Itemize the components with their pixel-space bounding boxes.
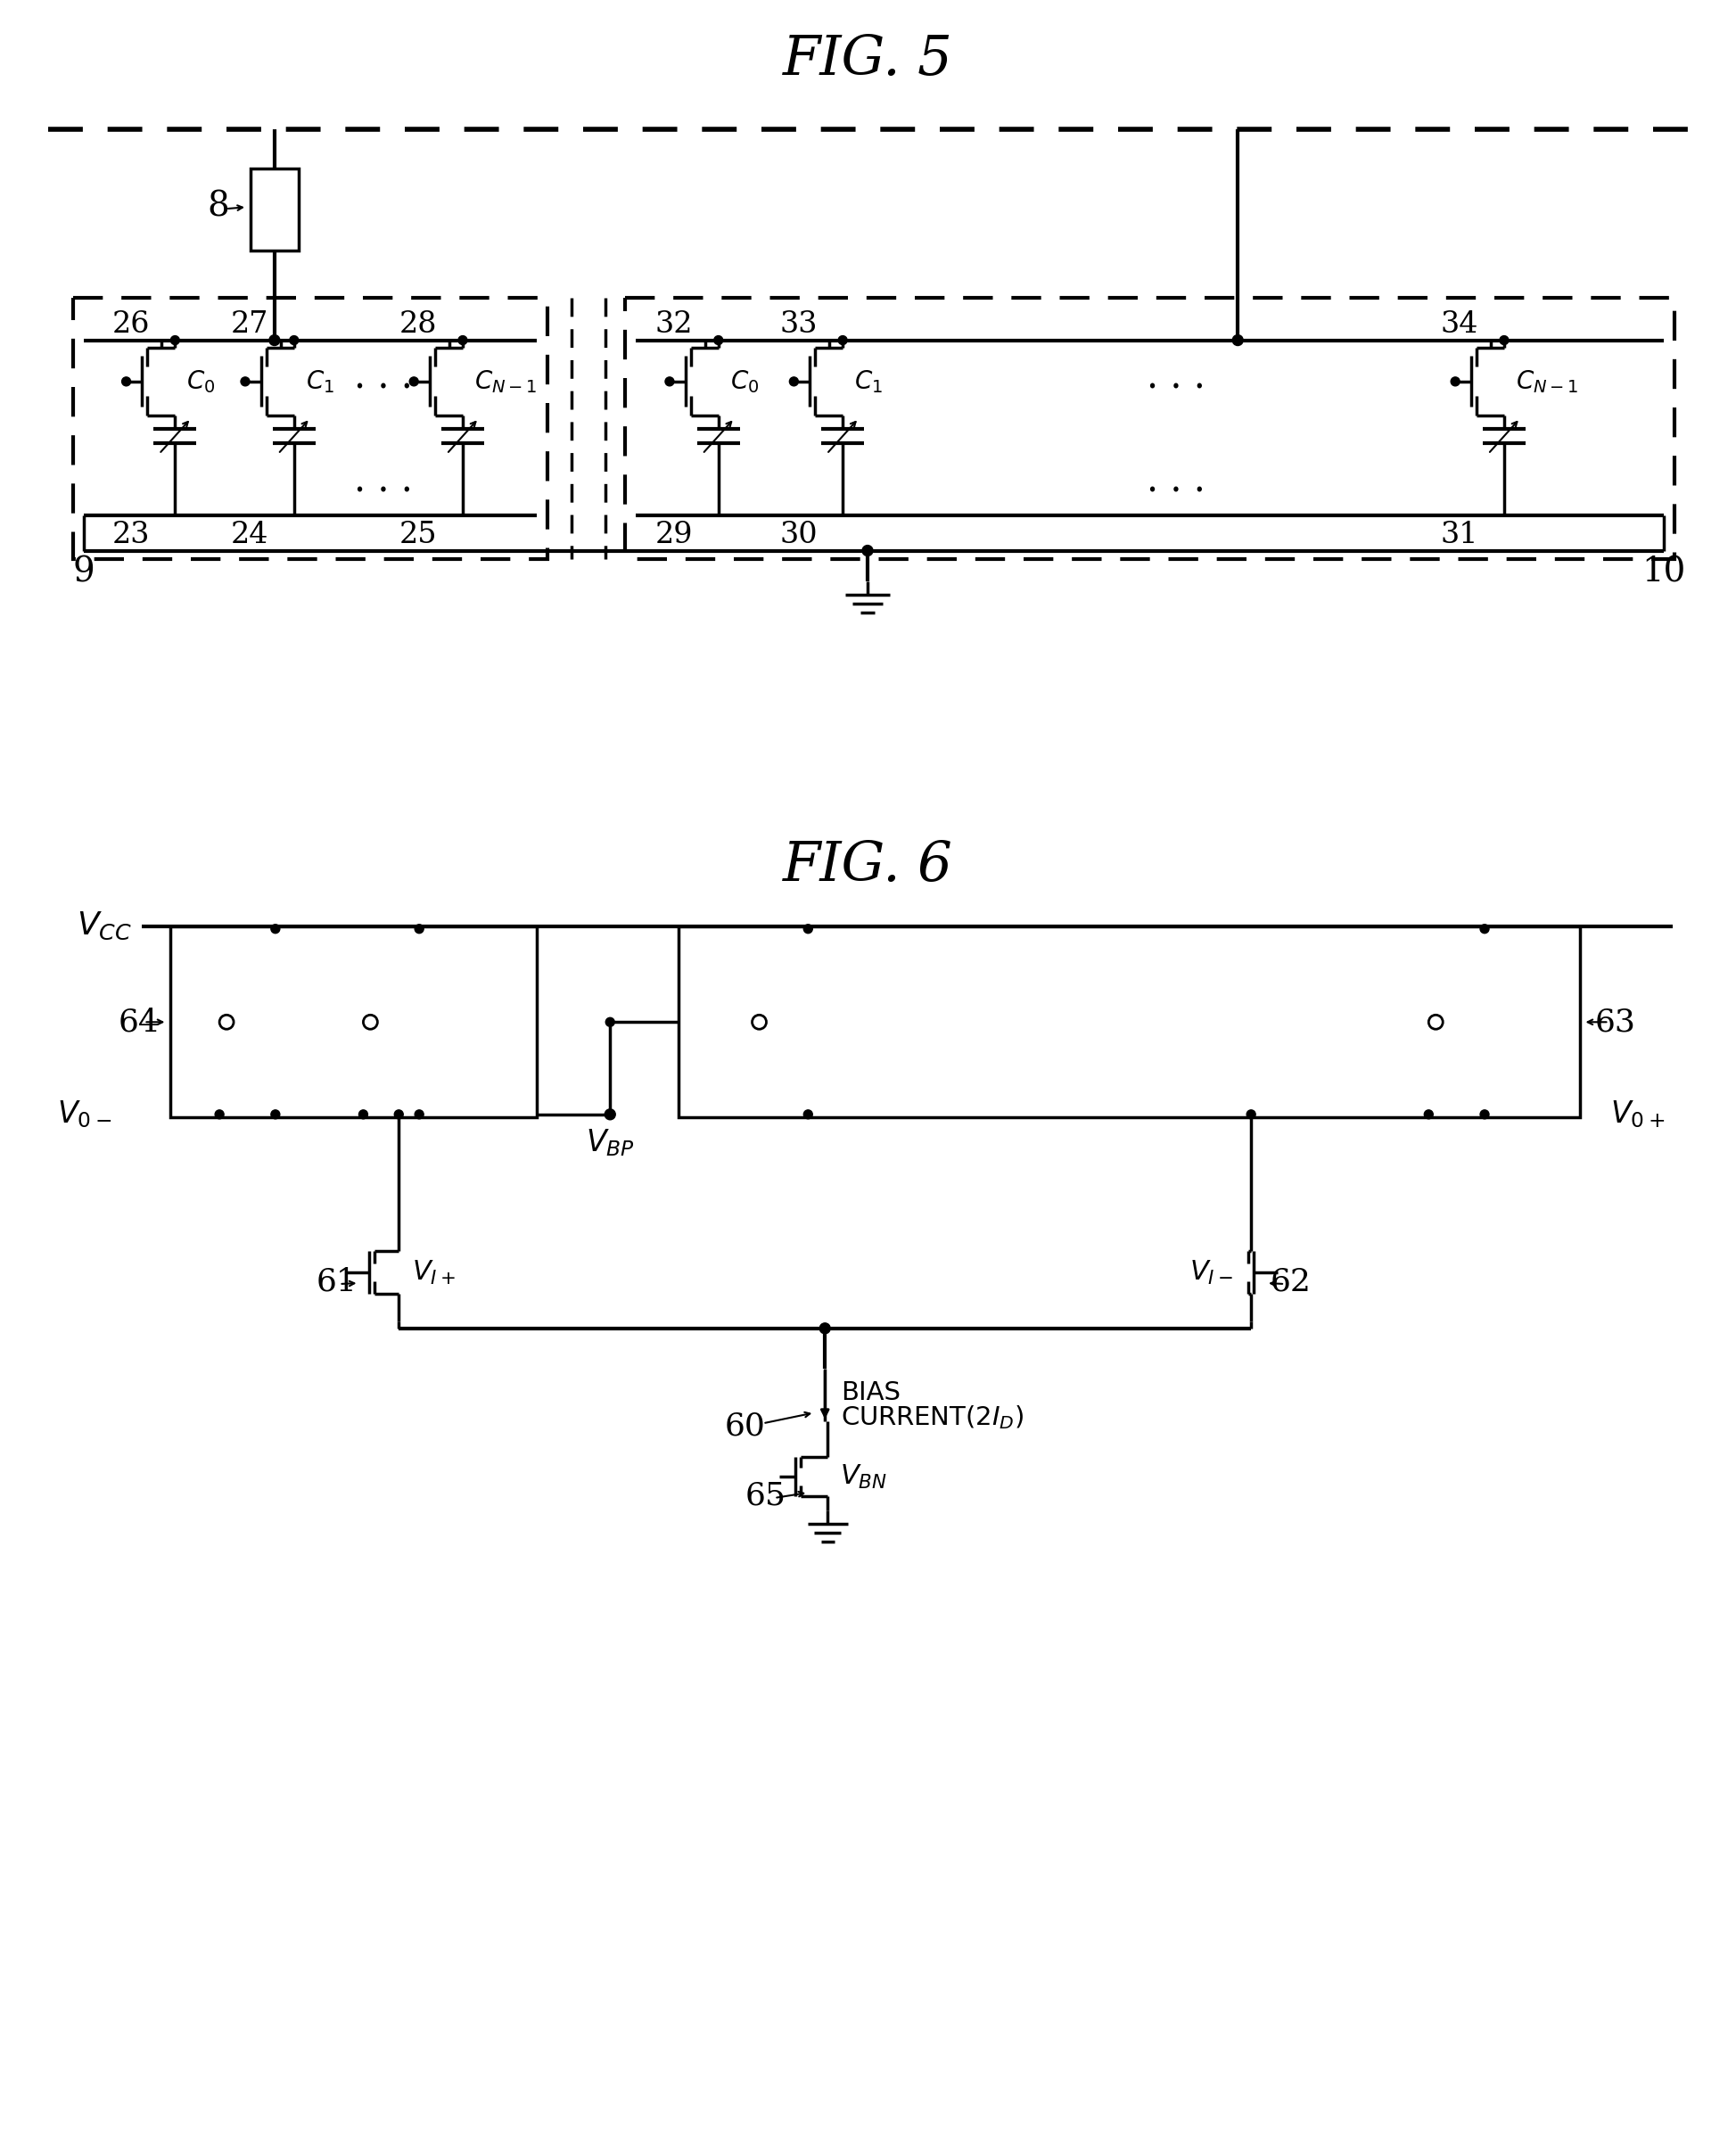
Text: 33: 33 <box>779 310 818 338</box>
Circle shape <box>1424 1110 1434 1119</box>
Circle shape <box>458 336 467 345</box>
Circle shape <box>1233 334 1243 345</box>
Text: 32: 32 <box>654 310 693 338</box>
Text: 23: 23 <box>111 520 149 550</box>
Text: $C_0$: $C_0$ <box>729 369 759 395</box>
Text: 60: 60 <box>724 1410 766 1440</box>
Circle shape <box>215 1110 224 1119</box>
Text: $V_{CC}$: $V_{CC}$ <box>76 910 132 942</box>
Text: 63: 63 <box>1595 1007 1635 1037</box>
Text: 61: 61 <box>316 1266 358 1296</box>
Text: 29: 29 <box>654 520 693 550</box>
Text: . . .: . . . <box>354 358 413 397</box>
Bar <box>250 168 299 250</box>
Circle shape <box>665 377 674 386</box>
Text: $C_{N-1}$: $C_{N-1}$ <box>474 369 536 395</box>
Circle shape <box>410 377 418 386</box>
Text: $V_{BP}$: $V_{BP}$ <box>585 1128 635 1158</box>
Text: $V_{BN}$: $V_{BN}$ <box>840 1462 887 1490</box>
Circle shape <box>838 336 847 345</box>
Circle shape <box>1481 1110 1489 1119</box>
Circle shape <box>170 336 179 345</box>
Circle shape <box>394 1110 403 1119</box>
Circle shape <box>122 377 130 386</box>
Circle shape <box>819 1324 830 1335</box>
Bar <box>170 927 536 1117</box>
Text: $V_{0+}$: $V_{0+}$ <box>1611 1100 1665 1130</box>
Text: $V_{I+}$: $V_{I+}$ <box>411 1259 457 1287</box>
Text: 8: 8 <box>208 190 229 224</box>
Circle shape <box>1481 925 1489 934</box>
Circle shape <box>713 336 722 345</box>
Circle shape <box>271 1110 279 1119</box>
Circle shape <box>804 925 812 934</box>
Text: 9: 9 <box>73 556 95 589</box>
Text: $C_{N-1}$: $C_{N-1}$ <box>1516 369 1578 395</box>
Circle shape <box>604 1108 616 1119</box>
Text: FIG. 6: FIG. 6 <box>783 839 953 893</box>
Text: . . .: . . . <box>1146 358 1205 397</box>
Text: 65: 65 <box>745 1481 786 1511</box>
Circle shape <box>1500 336 1509 345</box>
Bar <box>679 927 1580 1117</box>
Text: $V_{I-}$: $V_{I-}$ <box>1189 1259 1233 1287</box>
Circle shape <box>269 334 279 345</box>
Circle shape <box>863 545 873 556</box>
Text: 27: 27 <box>231 310 269 338</box>
Circle shape <box>804 1110 812 1119</box>
Text: 25: 25 <box>399 520 437 550</box>
Text: $V_{0-}$: $V_{0-}$ <box>57 1100 111 1130</box>
Text: 30: 30 <box>779 520 818 550</box>
Text: . . .: . . . <box>1146 464 1205 500</box>
Circle shape <box>1451 377 1460 386</box>
Text: 34: 34 <box>1441 310 1479 338</box>
Text: . . .: . . . <box>354 464 413 500</box>
Circle shape <box>415 925 424 934</box>
Text: $C_0$: $C_0$ <box>186 369 215 395</box>
Text: 31: 31 <box>1441 520 1479 550</box>
Circle shape <box>415 1110 424 1119</box>
Text: $C_1$: $C_1$ <box>854 369 884 395</box>
Bar <box>625 298 1675 561</box>
Text: 24: 24 <box>231 520 269 550</box>
Text: BIAS: BIAS <box>840 1380 901 1406</box>
Circle shape <box>290 336 299 345</box>
Bar <box>73 298 547 561</box>
Text: 62: 62 <box>1271 1266 1311 1296</box>
Circle shape <box>1246 1110 1255 1119</box>
Circle shape <box>359 1110 368 1119</box>
Circle shape <box>241 377 250 386</box>
Circle shape <box>790 377 799 386</box>
Text: 64: 64 <box>118 1007 160 1037</box>
Text: 26: 26 <box>111 310 149 338</box>
Text: $C_1$: $C_1$ <box>306 369 333 395</box>
Text: 28: 28 <box>399 310 437 338</box>
Text: FIG. 5: FIG. 5 <box>783 32 953 86</box>
Text: CURRENT$(2I_D)$: CURRENT$(2I_D)$ <box>840 1404 1024 1432</box>
Text: 10: 10 <box>1642 556 1686 589</box>
Circle shape <box>271 925 279 934</box>
Circle shape <box>606 1018 615 1026</box>
